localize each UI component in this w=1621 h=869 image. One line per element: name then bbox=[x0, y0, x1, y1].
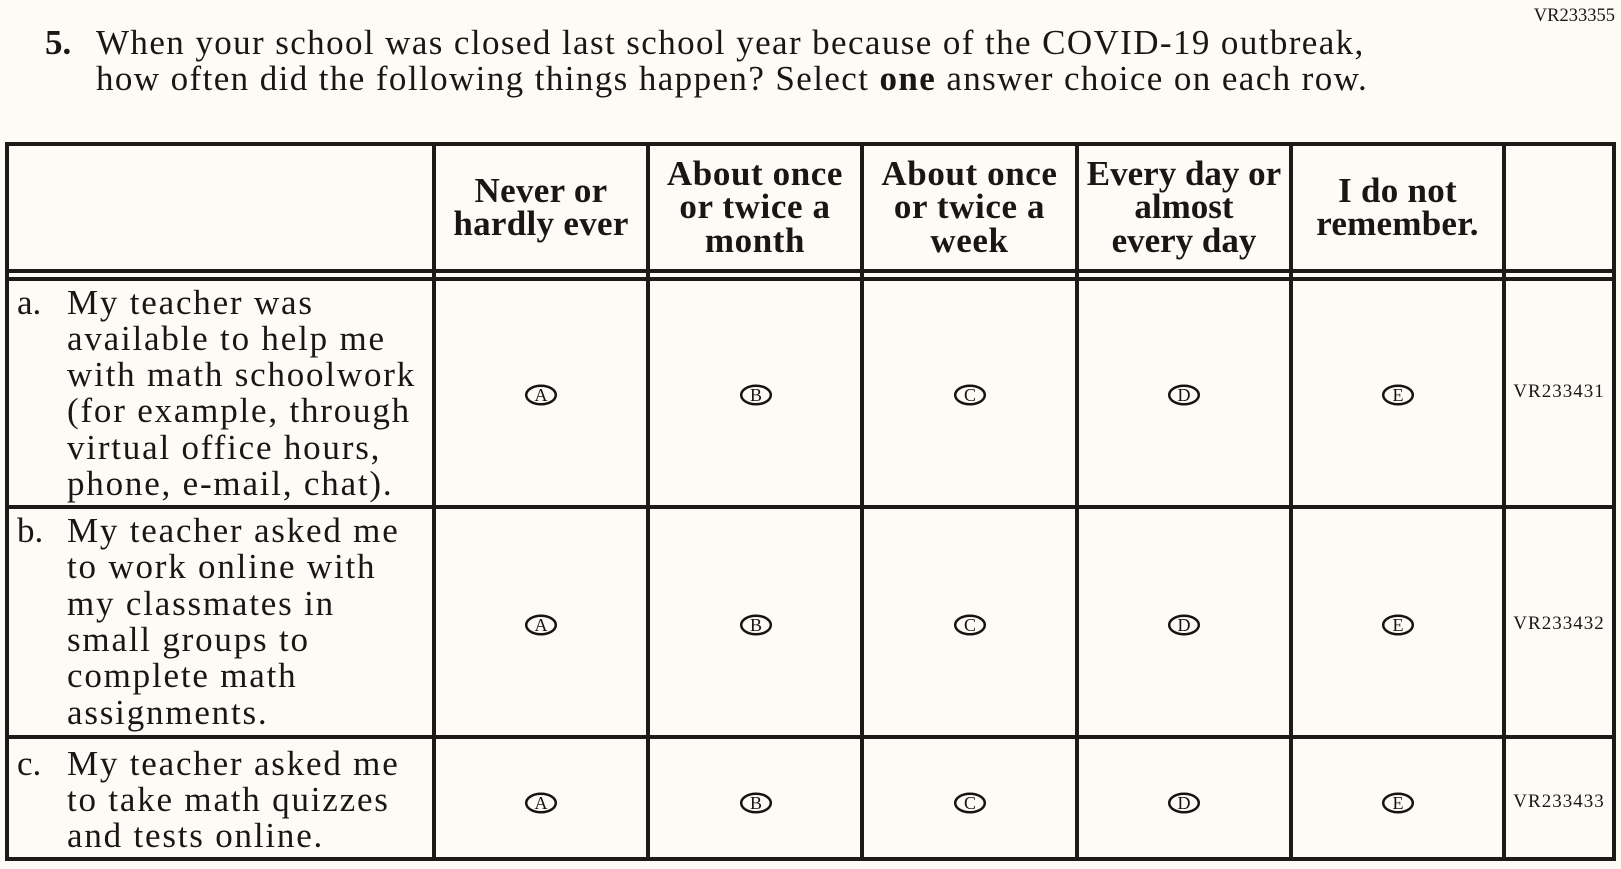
svg-text:C: C bbox=[963, 615, 975, 635]
svg-text:E: E bbox=[1392, 793, 1403, 813]
svg-text:E: E bbox=[1392, 385, 1403, 405]
svg-text:D: D bbox=[1178, 793, 1191, 813]
svg-text:B: B bbox=[749, 793, 761, 813]
svg-text:E: E bbox=[1392, 615, 1403, 635]
svg-text:C: C bbox=[963, 385, 975, 405]
svg-text:A: A bbox=[535, 615, 548, 635]
svg-text:B: B bbox=[749, 615, 761, 635]
svg-text:D: D bbox=[1178, 615, 1191, 635]
svg-text:A: A bbox=[535, 793, 548, 813]
svg-text:C: C bbox=[963, 793, 975, 813]
svg-text:B: B bbox=[749, 385, 761, 405]
svg-text:D: D bbox=[1178, 385, 1191, 405]
svg-text:A: A bbox=[535, 385, 548, 405]
